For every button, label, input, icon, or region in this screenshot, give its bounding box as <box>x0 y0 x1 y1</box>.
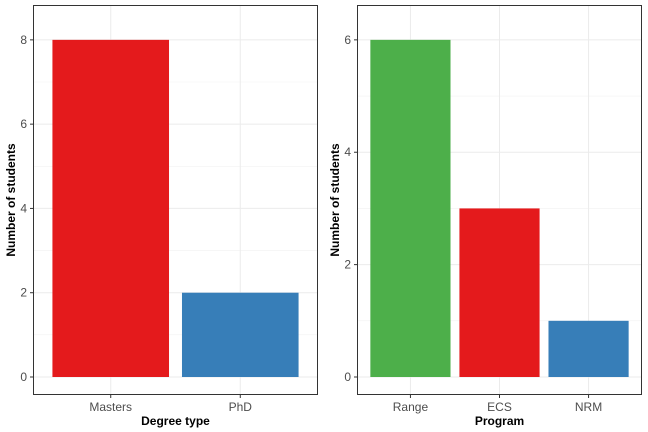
x-tick-label: NRM <box>575 400 602 414</box>
panel-border <box>357 5 642 395</box>
x-tick-label: Masters <box>89 400 132 414</box>
y-tick-label: 0 <box>344 370 351 384</box>
bar-phd <box>181 292 299 377</box>
x-tick-label: Range <box>393 400 429 414</box>
y-axis-title: Number of students <box>328 143 342 257</box>
y-tick-label: 6 <box>344 33 351 47</box>
y-tick-label: 4 <box>344 145 351 159</box>
x-axis-title: Degree type <box>141 414 210 428</box>
bar-nrm <box>548 320 629 377</box>
y-tick-label: 2 <box>344 258 351 272</box>
y-axis-title: Number of students <box>4 143 18 257</box>
bar-masters <box>52 39 170 377</box>
y-axis: 0 2 4 6 8 <box>20 33 33 384</box>
x-tick-label: ECS <box>487 400 512 414</box>
degree-type-chart: 0 2 4 6 8 Masters PhD Degree type Number of s… <box>4 5 318 428</box>
x-axis: Range ECS NRM <box>393 395 602 414</box>
x-axis-title: Program <box>475 414 524 428</box>
x-tick-label: PhD <box>229 400 253 414</box>
chart-bars <box>52 39 299 377</box>
y-tick-label: 2 <box>20 286 27 300</box>
y-tick-label: 4 <box>20 201 27 215</box>
x-axis: Masters PhD <box>89 395 252 414</box>
bar-range <box>370 39 451 377</box>
y-axis: 0 2 4 6 <box>344 33 357 384</box>
y-tick-label: 6 <box>20 117 27 131</box>
program-chart: 0 2 4 6 Range ECS NRM Program Number of stude… <box>328 5 642 428</box>
y-tick-label: 8 <box>20 33 27 47</box>
bar-ecs <box>459 208 540 377</box>
y-tick-label: 0 <box>20 370 27 384</box>
panel-border <box>33 5 318 395</box>
chart-bars <box>370 39 629 377</box>
